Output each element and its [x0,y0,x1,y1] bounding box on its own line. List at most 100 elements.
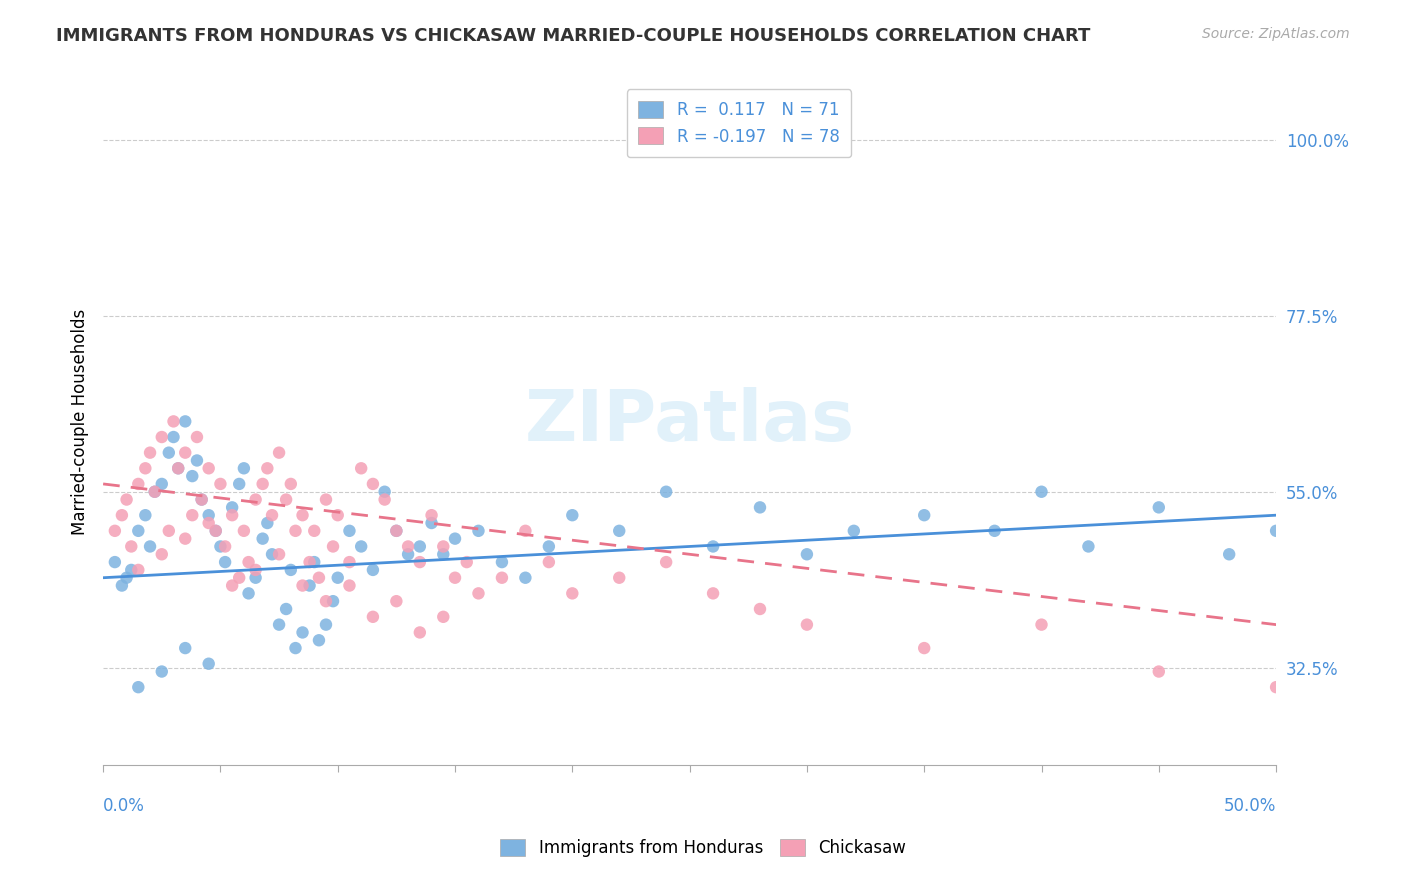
Point [339,578,361,592]
Point [186,430,208,444]
Point [197,461,219,475]
Point [444,532,467,546]
Point [134,461,156,475]
Point [420,508,443,523]
Point [238,586,260,600]
Point [245,571,267,585]
Point [221,578,243,592]
Point [322,540,344,554]
Point [420,516,443,530]
Point [174,414,197,428]
Point [252,532,274,546]
Point [190,492,212,507]
Point [1031,484,1053,499]
Point [115,492,138,507]
Point [374,492,396,507]
Point [245,492,267,507]
Point [322,594,344,608]
Point [796,617,818,632]
Point [655,555,678,569]
Point [385,524,408,538]
Text: 0.0%: 0.0% [103,797,145,814]
Point [537,540,560,554]
Point [245,563,267,577]
Point [204,524,226,538]
Point [260,508,283,523]
Point [491,571,513,585]
Point [385,594,408,608]
Point [749,602,772,616]
Point [361,477,384,491]
Point [139,445,162,459]
Point [143,484,166,499]
Point [284,641,307,656]
Point [291,578,314,592]
Point [467,586,489,600]
Point [209,477,232,491]
Point [214,555,236,569]
Point [298,578,321,592]
Point [467,524,489,538]
Point [339,555,361,569]
Point [127,524,149,538]
Point [115,571,138,585]
Point [655,484,678,499]
Point [167,461,190,475]
Point [162,430,184,444]
Text: 50.0%: 50.0% [1223,797,1277,814]
Point [134,508,156,523]
Point [197,508,219,523]
Point [432,609,454,624]
Point [350,540,373,554]
Legend: R =  0.117   N = 71, R = -0.197   N = 78: R = 0.117 N = 71, R = -0.197 N = 78 [627,89,852,157]
Point [157,524,180,538]
Point [842,524,865,538]
Point [1077,540,1099,554]
Point [186,453,208,467]
Point [1147,500,1170,515]
Legend: Immigrants from Honduras, Chickasaw: Immigrants from Honduras, Chickasaw [492,831,914,866]
Point [104,555,127,569]
Text: Source: ZipAtlas.com: Source: ZipAtlas.com [1202,27,1350,41]
Point [396,547,419,561]
Point [232,524,254,538]
Point [326,508,349,523]
Point [256,461,278,475]
Point [274,602,297,616]
Point [291,508,314,523]
Point [361,609,384,624]
Point [221,500,243,515]
Point [361,563,384,577]
Point [749,500,772,515]
Point [174,641,197,656]
Point [174,532,197,546]
Point [983,524,1005,538]
Point [315,492,337,507]
Point [221,508,243,523]
Point [374,484,396,499]
Text: IMMIGRANTS FROM HONDURAS VS CHICKASAW MARRIED-COUPLE HOUSEHOLDS CORRELATION CHAR: IMMIGRANTS FROM HONDURAS VS CHICKASAW MA… [56,27,1091,45]
Point [298,555,321,569]
Point [111,508,134,523]
Point [702,586,724,600]
Point [214,540,236,554]
Point [444,571,467,585]
Point [232,461,254,475]
Point [409,540,432,554]
Point [409,625,432,640]
Point [561,508,583,523]
Point [308,571,330,585]
Point [120,540,142,554]
Point [432,540,454,554]
Point [308,633,330,648]
Point [515,524,537,538]
Point [150,477,173,491]
Point [607,524,630,538]
Point [315,594,337,608]
Point [280,563,302,577]
Point [456,555,478,569]
Point [267,547,290,561]
Point [304,555,326,569]
Point [197,516,219,530]
Point [162,414,184,428]
